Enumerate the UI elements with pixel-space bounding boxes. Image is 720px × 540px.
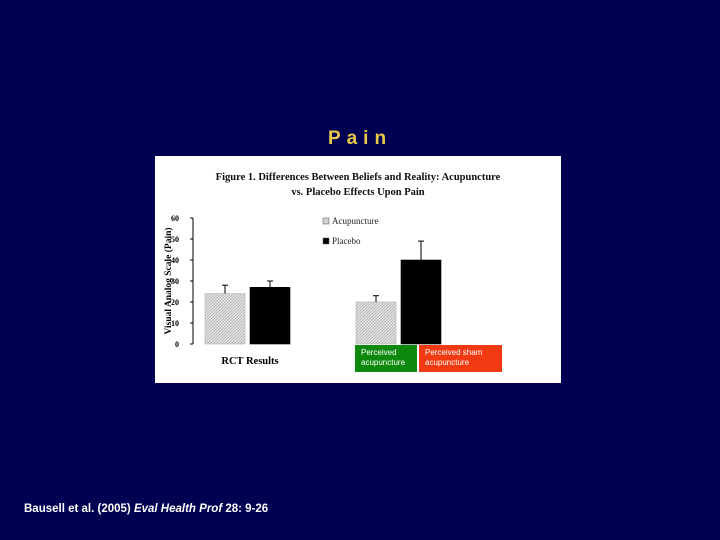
y-tick-label: 60: [171, 214, 179, 223]
bar-chart: 0 10 20 30 40 50 60 Visual Analog Scale (Pain) R…: [163, 214, 442, 367]
figure-title: Figure 1. Differences Between Beliefs an…: [155, 170, 561, 200]
legend-label: Acupuncture: [332, 216, 378, 226]
figure-title-line-1: Figure 1. Differences Between Beliefs an…: [215, 172, 501, 183]
bar: [249, 287, 291, 345]
bar: [400, 259, 442, 345]
bar: [204, 293, 246, 345]
y-axis-label: Visual Analog Scale (Pain): [163, 227, 174, 334]
bar: [355, 301, 397, 345]
citation-volume-pages: 28: 9-26: [225, 503, 269, 515]
y-tick-label: 0: [175, 340, 179, 349]
perceived-acupuncture-badge: Perceived acupuncture: [355, 345, 417, 372]
figure-panel: Figure 1. Differences Between Beliefs an…: [155, 156, 561, 383]
y-tick-label: 50: [171, 235, 179, 244]
citation: Bausell et al. (2005) Eval Health Prof 2…: [24, 503, 268, 515]
legend-label: Placebo: [332, 236, 361, 246]
legend-swatch: [322, 217, 330, 225]
citation-authors: Bausell et al. (2005): [24, 503, 131, 515]
legend-swatch: [322, 237, 330, 245]
y-tick-label: 10: [171, 319, 179, 328]
category-label: RCT Results: [221, 356, 278, 367]
perceived-sham-acupuncture-badge: Perceived sham acupuncture: [419, 345, 502, 372]
y-tick-label: 20: [171, 298, 179, 307]
y-tick-label: 40: [171, 256, 179, 265]
figure-title-line-2: vs. Placebo Effects Upon Pain: [291, 187, 425, 198]
slide-title: Pain: [327, 128, 393, 149]
citation-journal: Eval Health Prof: [133, 503, 223, 515]
y-tick-label: 30: [171, 277, 179, 286]
